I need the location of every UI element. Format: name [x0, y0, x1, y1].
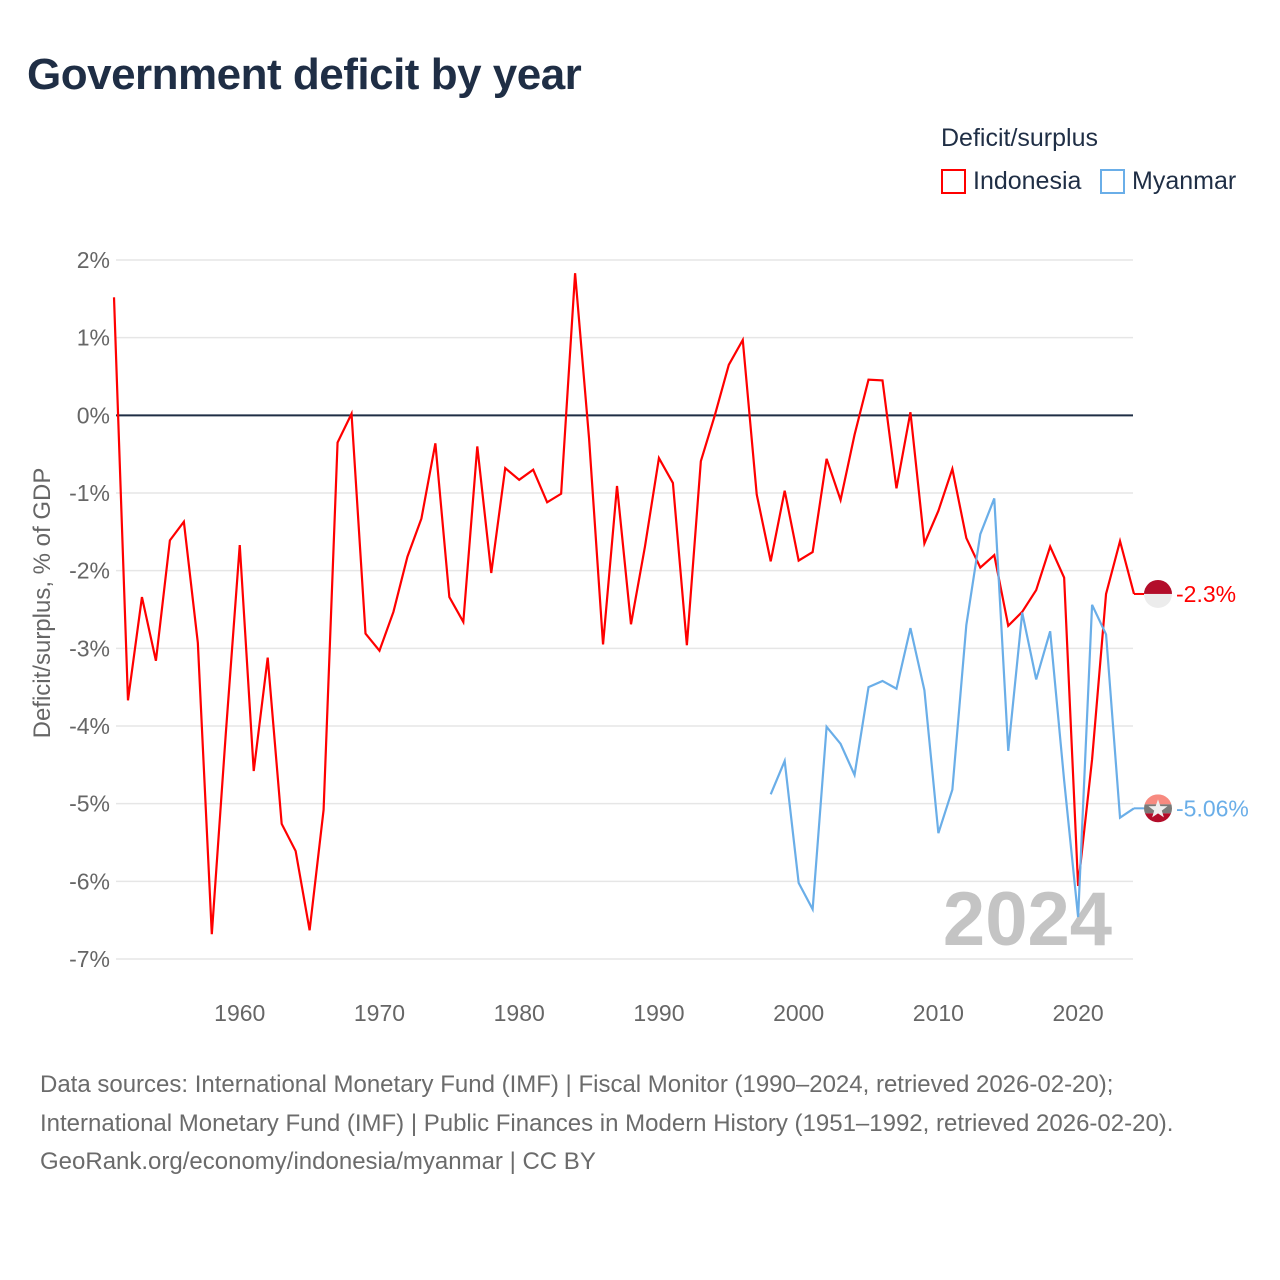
y-tick-label: 2%	[77, 247, 110, 273]
x-tick-label: 1980	[494, 1000, 545, 1026]
y-tick-label: 1%	[77, 325, 110, 351]
footer: Data sources: International Monetary Fun…	[40, 1066, 1240, 1182]
y-tick-label: -1%	[69, 480, 110, 506]
myanmar-flag-icon	[1144, 794, 1172, 823]
legend-item-indonesia[interactable]: Indonesia	[941, 167, 1081, 196]
legend-title: Deficit/surplus	[941, 124, 1098, 152]
x-tick-label: 1960	[214, 1000, 265, 1026]
y-tick-label: -4%	[69, 713, 110, 739]
x-tick-label: 2020	[1053, 1000, 1104, 1026]
x-tick-label: 1990	[633, 1000, 684, 1026]
legend-swatch-indonesia	[941, 169, 966, 194]
x-tick-label: 1970	[354, 1000, 405, 1026]
series-line-myanmar	[769, 498, 1135, 918]
end-value-label: -2.3%	[1176, 581, 1236, 607]
legend-item-myanmar[interactable]: Myanmar	[1100, 167, 1236, 196]
y-tick-label: -5%	[69, 791, 110, 817]
x-axis-ticks: 1960 1970 1980 1990 2000 2010 2020	[214, 1000, 1104, 1026]
legend-label: Myanmar	[1132, 167, 1237, 195]
legend-swatch-myanmar	[1100, 169, 1125, 194]
y-tick-label: -7%	[69, 946, 110, 972]
y-tick-label: -2%	[69, 558, 110, 584]
x-tick-label: 2010	[913, 1000, 964, 1026]
y-axis-title: Deficit/surplus, % of GDP	[29, 468, 56, 739]
end-value-label: -5.06%	[1176, 795, 1249, 821]
y-tick-label: 0%	[77, 402, 110, 428]
year-watermark: 2024	[943, 877, 1112, 962]
line-chart: 2% 1% 0% -1% -2% -3% -4% -5% -6% -7% 1960 1970 1980…	[29, 247, 1249, 1026]
gridlines	[116, 259, 1133, 960]
x-tick-label: 2000	[773, 1000, 824, 1026]
y-axis-ticks: 2% 1% 0% -1% -2% -3% -4% -5% -6% -7%	[69, 247, 110, 972]
series-line-indonesia	[112, 273, 1136, 935]
y-tick-label: -6%	[69, 868, 110, 894]
series-lines	[112, 273, 1136, 935]
credit-link[interactable]: GeoRank.org/economy/indonesia/myanmar | …	[40, 1148, 596, 1176]
data-sources: Data sources: International Monetary Fun…	[40, 1071, 1174, 1137]
chart-title: Government deficit by year	[27, 50, 582, 99]
indonesia-flag-icon	[1144, 579, 1172, 608]
y-tick-label: -3%	[69, 635, 110, 661]
series-end-labels: -2.3% -5.06%	[1134, 579, 1249, 823]
legend-label: Indonesia	[973, 167, 1082, 195]
